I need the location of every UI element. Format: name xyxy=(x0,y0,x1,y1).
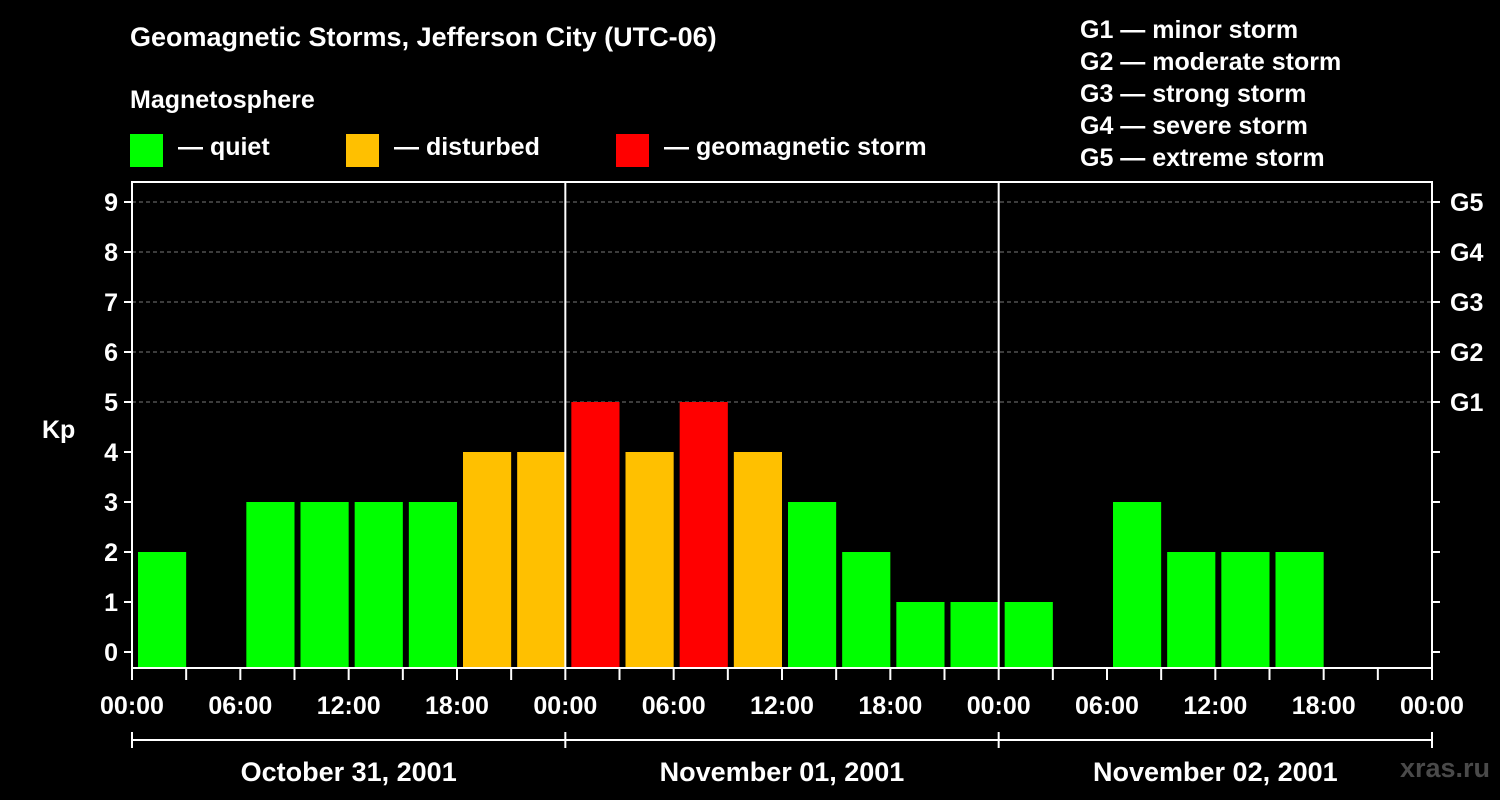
kp-bar xyxy=(625,452,674,668)
y-axis-label: Kp xyxy=(42,416,75,444)
kp-bar xyxy=(1221,552,1270,668)
kp-bar xyxy=(517,452,566,668)
legend-disturbed-swatch xyxy=(346,134,379,167)
magnetosphere-title: Magnetosphere xyxy=(130,86,315,114)
y-tick-label: 4 xyxy=(104,439,118,467)
x-tick-label: 18:00 xyxy=(858,692,922,720)
storm-scale-g4: G4 — severe storm xyxy=(1080,112,1308,140)
x-tick-label: 00:00 xyxy=(1400,692,1464,720)
x-tick-label: 12:00 xyxy=(750,692,814,720)
x-tick-label: 18:00 xyxy=(425,692,489,720)
g-scale-label: G3 xyxy=(1450,289,1483,317)
y-tick-label: 9 xyxy=(104,189,118,217)
y-tick-label: 7 xyxy=(104,289,118,317)
kp-bar xyxy=(408,502,457,668)
storm-scale-g3: G3 — strong storm xyxy=(1080,80,1307,108)
storm-scale-list: G1 — minor storm G2 — moderate storm G3 … xyxy=(1080,14,1341,174)
storm-scale-g5: G5 — extreme storm xyxy=(1080,144,1325,172)
kp-bar xyxy=(733,452,782,668)
kp-bar xyxy=(896,602,945,668)
chart-title: Geomagnetic Storms, Jefferson City (UTC-… xyxy=(130,22,717,52)
legend-quiet-label: — quiet xyxy=(178,133,270,161)
x-tick-label: 06:00 xyxy=(208,692,272,720)
legend-storm-label: — geomagnetic storm xyxy=(664,133,927,161)
kp-bar xyxy=(842,552,891,668)
legend-quiet-swatch xyxy=(130,134,163,167)
watermark: xras.ru xyxy=(1399,753,1490,783)
kp-bar xyxy=(246,502,295,668)
g-scale-label: G5 xyxy=(1450,189,1483,217)
kp-bar xyxy=(679,402,728,668)
kp-bar xyxy=(463,452,512,668)
y-tick-label: 5 xyxy=(104,389,118,417)
date-label: November 02, 2001 xyxy=(1093,757,1338,787)
kp-bar xyxy=(354,502,403,668)
x-tick-label: 06:00 xyxy=(1075,692,1139,720)
y-tick-label: 0 xyxy=(104,639,118,667)
y-tick-label: 2 xyxy=(104,539,118,567)
kp-bar xyxy=(788,502,837,668)
y-tick-label: 6 xyxy=(104,339,118,367)
kp-bar xyxy=(300,502,349,668)
kp-bar xyxy=(138,552,187,668)
kp-bar xyxy=(571,402,620,668)
x-tick-label: 18:00 xyxy=(1292,692,1356,720)
date-label: November 01, 2001 xyxy=(660,757,905,787)
x-tick-label: 12:00 xyxy=(317,692,381,720)
g-scale-label: G4 xyxy=(1450,239,1483,267)
legend-disturbed-label: — disturbed xyxy=(394,133,540,161)
x-tick-label: 06:00 xyxy=(642,692,706,720)
kp-bar xyxy=(950,602,999,668)
g-scale-label: G1 xyxy=(1450,389,1483,417)
y-tick-label: 3 xyxy=(104,489,118,517)
legend-storm-swatch xyxy=(616,134,649,167)
x-tick-label: 00:00 xyxy=(100,692,164,720)
x-tick-label: 12:00 xyxy=(1183,692,1247,720)
x-tick-label: 00:00 xyxy=(967,692,1031,720)
kp-bar xyxy=(1113,502,1162,668)
kp-bar xyxy=(1275,552,1324,668)
y-tick-label: 8 xyxy=(104,239,118,267)
kp-bar xyxy=(1004,602,1053,668)
storm-scale-g1: G1 — minor storm xyxy=(1080,16,1299,44)
x-tick-label: 00:00 xyxy=(533,692,597,720)
date-label: October 31, 2001 xyxy=(241,757,457,787)
storm-scale-g2: G2 — moderate storm xyxy=(1080,48,1342,76)
kp-bar xyxy=(1167,552,1216,668)
y-tick-label: 1 xyxy=(104,589,118,617)
g-scale-label: G2 xyxy=(1450,339,1483,367)
